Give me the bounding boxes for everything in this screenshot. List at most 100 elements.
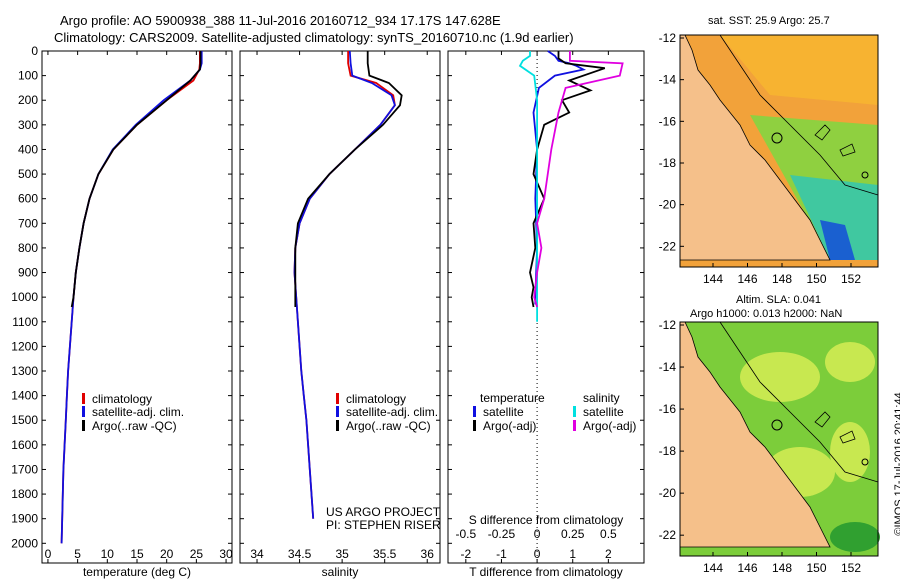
x-axis-label: T difference from climatology	[469, 565, 623, 579]
depth-tick-label: 700	[18, 216, 38, 230]
legend-line-red	[82, 393, 85, 404]
legend-argo-2: Argo(..raw -QC)	[336, 419, 431, 433]
marker	[861, 171, 869, 179]
s-tick-label: 0.25	[561, 527, 585, 541]
legend-label: satellite	[483, 405, 524, 419]
depth-tick-label: 1600	[11, 438, 38, 452]
map-bottom-title-2: Argo h1000: 0.013 h2000: NaN	[690, 308, 843, 320]
land	[679, 34, 831, 261]
map-frame	[679, 34, 879, 268]
warm-zone	[720, 35, 878, 105]
argo-position-marker	[771, 132, 783, 144]
legend-diff-satellite-s: satellite	[573, 405, 624, 419]
plot-frame	[239, 50, 441, 564]
legend-label: Argo(-adj)	[483, 419, 537, 433]
depth-tick-label: 1300	[11, 364, 38, 378]
series-line	[533, 51, 624, 308]
land	[679, 321, 831, 548]
depth-tick-label: 900	[18, 266, 38, 280]
x-tick-label: 5	[74, 547, 81, 561]
lon-tick-label: 144	[703, 272, 723, 286]
depth-tick-label: 1000	[11, 290, 38, 304]
depth-tick-label: 600	[18, 192, 38, 206]
legend-label: Argo(..raw -QC)	[92, 419, 177, 433]
plot-frame	[447, 50, 645, 564]
x-axis-label: temperature (deg C)	[83, 565, 191, 579]
legend-climatology-2: climatology	[336, 392, 406, 406]
x-tick-label: 35.5	[373, 547, 397, 561]
depth-tick-label: 1400	[11, 389, 38, 403]
high-sla	[740, 352, 820, 402]
argo-position-marker	[771, 419, 783, 431]
map-frame	[679, 321, 879, 557]
x-tick-label: 35	[335, 547, 349, 561]
depth-tick-label: 1900	[11, 512, 38, 526]
legend-label: climatology	[346, 392, 407, 406]
legend-line-black	[336, 420, 339, 431]
cool-zone	[790, 175, 878, 260]
lon-tick-label: 146	[737, 272, 757, 286]
lat-tick-label: -22	[659, 239, 677, 253]
marker	[861, 458, 869, 466]
s-tick-label: 0	[534, 527, 541, 541]
legend-line-red	[336, 393, 339, 404]
x-tick-label: 0	[45, 547, 52, 561]
lat-tick-label: -12	[659, 31, 677, 45]
legend-diff-argo-t: Argo(-adj)	[473, 419, 536, 433]
x-tick-label: 30	[219, 547, 233, 561]
reef-outline	[814, 124, 856, 157]
lon-tick-label: 150	[806, 561, 826, 575]
legend-diff-argo-s: Argo(-adj)	[573, 419, 636, 433]
x-tick-label: 2	[605, 547, 612, 561]
high-sla	[825, 342, 875, 382]
legend-climatology-1: climatology	[82, 392, 152, 406]
legend-line-blue	[473, 406, 476, 417]
lon-tick-label: 150	[806, 272, 826, 286]
legend-label: satellite	[583, 405, 624, 419]
s-tick-label: -0.25	[488, 527, 516, 541]
lat-tick-label: -20	[659, 198, 677, 212]
lon-tick-label: 148	[772, 561, 792, 575]
legend-label: satellite-adj. clim.	[92, 405, 185, 419]
legend-satellite-2: satellite-adj. clim.	[336, 405, 438, 419]
x-tick-label: 20	[160, 547, 174, 561]
x-tick-label: -2	[460, 547, 471, 561]
legend-line-black	[82, 420, 85, 431]
title-line-2: Climatology: CARS2009. Satellite-adjuste…	[54, 30, 574, 45]
cold-zone	[820, 220, 855, 260]
s-tick-label: -0.5	[455, 527, 476, 541]
lat-tick-label: -18	[659, 156, 677, 170]
depth-tick-label: 400	[18, 142, 38, 156]
map-bottom-title-1: Altim. SLA: 0.041	[736, 294, 821, 306]
lat-tick-label: -20	[659, 486, 677, 500]
legend-diff-temperature: temperature	[480, 391, 545, 405]
depth-tick-label: 1200	[11, 339, 38, 353]
s-axis-label: S difference from climatology	[469, 513, 624, 527]
depth-tick-label: 1800	[11, 487, 38, 501]
watermark: ©IMOS 17-Jul-2016 20:41:44	[893, 392, 900, 536]
credit-project: US ARGO PROJECT	[326, 505, 441, 519]
reef-outline	[814, 411, 856, 444]
title-line-1: Argo profile: AO 5900938_388 11-Jul-2016…	[60, 13, 501, 28]
depth-contour	[719, 321, 879, 483]
legend-label: Argo(..raw -QC)	[346, 419, 431, 433]
x-tick-label: 10	[101, 547, 115, 561]
low-sla	[830, 522, 880, 552]
lon-tick-label: 152	[841, 272, 861, 286]
depth-tick-label: 0	[31, 44, 38, 58]
depth-tick-label: 200	[18, 93, 38, 107]
x-tick-label: 15	[130, 547, 144, 561]
series-line	[529, 51, 606, 308]
depth-tick-label: 1100	[12, 315, 38, 329]
legend-label: climatology	[92, 392, 153, 406]
x-tick-label: 1	[569, 547, 576, 561]
legend-diff-satellite-t: satellite	[473, 405, 524, 419]
depth-tick-label: 300	[18, 118, 38, 132]
legend-diff-salinity: salinity	[583, 391, 620, 405]
legend-line-cyan	[573, 406, 576, 417]
x-tick-label: 36	[421, 547, 435, 561]
x-axis-label: salinity	[322, 565, 359, 579]
lon-tick-label: 144	[703, 561, 723, 575]
